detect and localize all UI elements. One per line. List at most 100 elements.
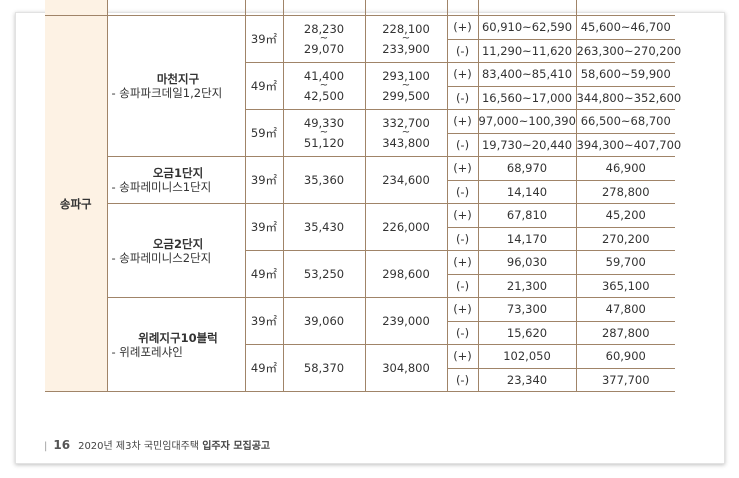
- rent-cell: 226,000: [364, 203, 448, 251]
- value-cell: 19,730~20,440: [477, 132, 577, 157]
- deposit-line: 29,070: [303, 42, 345, 56]
- deposit-line: 51,120: [303, 136, 345, 150]
- table-row: 위례지구10블럭 - 위례포레샤인 39㎡ 39,060 239,000 (+) 73,30…: [45, 297, 675, 392]
- table-row: 49㎡ 53,250 298,600 (+) 96,030 59,700: [45, 250, 675, 298]
- area-cell: 49㎡: [244, 62, 284, 110]
- table-row: 59㎡ 49,330 ~51,120 332,700 ~343,800 (+) 97,000…: [45, 109, 675, 157]
- sign-cell: (-): [446, 226, 479, 251]
- value-cell: 394,300~407,700: [575, 132, 681, 157]
- complex-cell: 오금2단지 - 송파레미니스2단지: [106, 203, 246, 298]
- rent-line: ~: [401, 33, 411, 44]
- rent-line: 239,000: [382, 314, 430, 328]
- deposit-line: 35,430: [303, 220, 345, 234]
- area-cell: 39㎡: [244, 297, 284, 345]
- value-cell: 14,170: [477, 226, 577, 251]
- complex-name: 위례지구10블럭: [138, 330, 218, 345]
- value-cell: 96,030: [477, 250, 577, 275]
- value-cell: 67,810: [477, 203, 577, 228]
- sign-cell: (-): [446, 320, 479, 345]
- value-cell: 45,200: [575, 203, 675, 228]
- page-number: 16: [53, 438, 71, 452]
- deposit-line: 53,250: [303, 267, 345, 281]
- value-cell: 23,340: [477, 367, 577, 392]
- sign-cell: (-): [446, 85, 479, 110]
- value-cell: 59,700: [575, 250, 675, 275]
- value-cell: 344,800~352,600: [575, 85, 681, 110]
- sign-cell: (+): [446, 109, 479, 134]
- rent-line: 226,000: [382, 220, 430, 234]
- deposit-cell: 35,430: [282, 203, 366, 251]
- complex-cell: 위례지구10블럭 - 위례포레샤인: [106, 297, 246, 392]
- rent-line: 332,700: [382, 116, 430, 130]
- sign-cell: (+): [446, 62, 479, 87]
- rent-cell: 239,000: [364, 297, 448, 345]
- rent-line: 293,100: [382, 69, 430, 83]
- table-row: (-) 14,140 278,800: [45, 179, 675, 204]
- rent-cell: 234,600: [364, 156, 448, 204]
- value-cell: 11,290~11,620: [477, 38, 577, 63]
- area-cell: 49㎡: [244, 344, 284, 392]
- value-cell: 365,100: [575, 273, 675, 298]
- area-cell: 39㎡: [244, 15, 284, 63]
- rent-line: 304,800: [382, 361, 430, 375]
- sign-cell: (+): [446, 344, 479, 369]
- value-cell: 66,500~68,700: [575, 109, 675, 134]
- complex-sub: - 송파레미니스2단지: [111, 250, 212, 265]
- rent-line: ~: [401, 80, 411, 91]
- deposit-line: 58,370: [303, 361, 345, 375]
- table-row: (-) 11,290~11,620 263,300~270,200: [45, 38, 681, 63]
- area-cell: 49㎡: [244, 250, 284, 298]
- value-cell: 68,970: [477, 156, 577, 181]
- table: 송파구 마천지구 - 송파파크데일1,2단지 39㎡ 28,230 ~29,070 228,…: [45, 0, 681, 392]
- rent-line: 233,900: [382, 42, 430, 56]
- value-cell: 102,050: [477, 344, 577, 369]
- sign-cell: (+): [446, 15, 479, 40]
- value-cell: 16,560~17,000: [477, 85, 577, 110]
- value-cell: 263,300~270,200: [575, 38, 681, 63]
- area-cell: 39㎡: [244, 156, 284, 204]
- deposit-cell: 49,330 ~51,120: [282, 109, 366, 157]
- value-cell: 47,800: [575, 297, 675, 322]
- table-row: 49㎡ 58,370 304,800 (+) 102,050 60,900: [45, 344, 675, 392]
- deposit-cell: 41,400 ~42,500: [282, 62, 366, 110]
- sign-cell: (-): [446, 132, 479, 157]
- deposit-line: 28,230: [303, 22, 345, 36]
- value-cell: 15,620: [477, 320, 577, 345]
- table-row: 오금2단지 - 송파레미니스2단지 39㎡ 35,430 226,000 (+) 67,81…: [45, 203, 675, 298]
- deposit-line: ~: [319, 80, 329, 91]
- sign-cell: (+): [446, 297, 479, 322]
- rent-line: ~: [401, 127, 411, 138]
- complex-sub: - 송파레미니스1단지: [111, 180, 212, 194]
- rent-line: 299,500: [382, 89, 430, 103]
- rent-cell: 293,100 ~299,500: [364, 62, 448, 110]
- rent-line: 298,600: [382, 267, 430, 281]
- table-row: (-) 15,620 287,800: [45, 320, 675, 345]
- value-cell: 377,700: [575, 367, 675, 392]
- deposit-line: 42,500: [303, 89, 345, 103]
- deposit-cell: 39,060: [282, 297, 366, 345]
- complex-sub: - 위례포레샤인: [111, 344, 183, 359]
- footer-bold: 입주자 모집공고: [202, 441, 271, 452]
- deposit-cell: 35,360: [282, 156, 366, 204]
- sign-cell: (-): [446, 367, 479, 392]
- area-cell: 59㎡: [244, 109, 284, 157]
- sign-cell: (-): [446, 273, 479, 298]
- rent-line: 343,800: [382, 136, 430, 150]
- deposit-cell: 53,250: [282, 250, 366, 298]
- rent-cell: 298,600: [364, 250, 448, 298]
- value-cell: 45,600~46,700: [575, 15, 675, 40]
- sign-cell: (+): [446, 156, 479, 181]
- sign-cell: (-): [446, 38, 479, 63]
- sign-cell: (+): [446, 250, 479, 275]
- footer: | 16 2020년 제3차 국민임대주택 입주자 모집공고: [44, 438, 271, 452]
- complex-cell: 마천지구 - 송파파크데일1,2단지: [106, 15, 246, 157]
- table-row: 송파구 마천지구 - 송파파크데일1,2단지 39㎡ 28,230 ~29,070 228,…: [45, 15, 675, 392]
- deposit-line: 49,330: [303, 116, 345, 130]
- table-row: (-) 19,730~20,440 394,300~407,700: [45, 132, 681, 157]
- value-cell: 97,000~100,390: [477, 109, 577, 134]
- deposit-line: 39,060: [303, 314, 345, 328]
- value-cell: 287,800: [575, 320, 675, 345]
- value-cell: 73,300: [477, 297, 577, 322]
- deposit-line: ~: [319, 127, 329, 138]
